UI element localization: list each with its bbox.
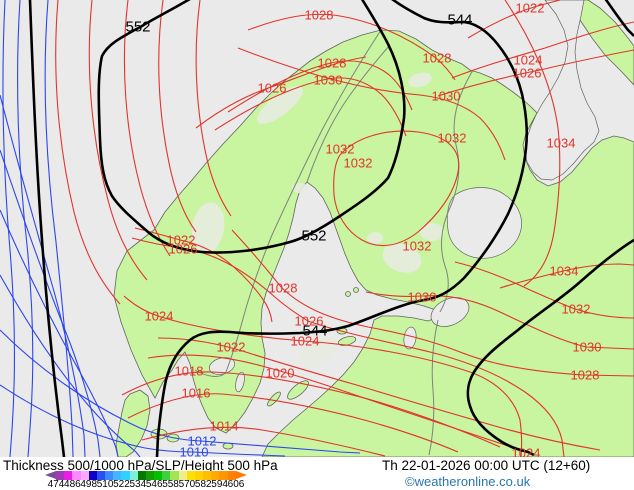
colorbar-cell bbox=[145, 471, 155, 480]
colorbar-cell bbox=[203, 471, 212, 480]
colorbar-tick: 582 bbox=[194, 479, 212, 490]
colorbar-cell bbox=[170, 471, 179, 480]
colorbar-cell bbox=[194, 471, 204, 480]
map-datetime: Th 22-01-2026 00:00 UTC (12+60) bbox=[382, 458, 591, 473]
colorbar-tick: 534 bbox=[129, 479, 147, 490]
colorbar bbox=[45, 471, 247, 480]
map-graphic bbox=[0, 0, 634, 457]
colorbar-cell bbox=[121, 471, 130, 480]
colorbar-cell bbox=[56, 471, 65, 480]
colorbar-cell bbox=[105, 471, 114, 480]
colorbar-cell bbox=[96, 471, 106, 480]
colorbar-tick: 546 bbox=[145, 479, 163, 490]
colorbar-cell bbox=[186, 471, 195, 480]
colorbar-cell bbox=[178, 471, 187, 480]
colorbar-arrow-left bbox=[45, 471, 56, 479]
map-title: Thickness 500/1000 hPa/SLP/Height 500 hP… bbox=[3, 458, 278, 473]
colorbar-cell bbox=[162, 471, 171, 480]
colorbar-cell bbox=[219, 471, 228, 480]
land-patches bbox=[191, 72, 444, 368]
copyright-link[interactable]: ©weatheronline.co.uk bbox=[405, 474, 531, 489]
colorbar-tick: 570 bbox=[178, 479, 196, 490]
colorbar-tick: 522 bbox=[113, 479, 130, 490]
country-borders bbox=[194, 29, 474, 456]
colorbar-tick: 498 bbox=[80, 479, 98, 490]
colorbar-tick: 594 bbox=[211, 479, 228, 490]
height-contours bbox=[28, 0, 634, 457]
colorbar-cell bbox=[113, 471, 122, 480]
colorbar-cell bbox=[129, 471, 138, 480]
colorbar-tick: 474 bbox=[47, 479, 65, 490]
isobars-blue bbox=[0, 0, 361, 457]
water-overlays bbox=[208, 0, 600, 393]
colorbar-cell bbox=[64, 471, 73, 480]
colorbar-tick: 606 bbox=[227, 479, 245, 490]
colorbar-tick: 558 bbox=[162, 479, 179, 490]
isobars-red bbox=[55, 0, 634, 457]
map-area: 552 544 552 544 1028 1022 1028 1024 1026 1028 1030… bbox=[0, 0, 634, 460]
colorbar-cell bbox=[72, 471, 81, 480]
colorbar-cell bbox=[88, 471, 97, 480]
colorbar-cell bbox=[80, 471, 89, 480]
colorbar-tick: 510 bbox=[96, 479, 114, 490]
colorbar-cell bbox=[137, 471, 146, 480]
colorbar-tick: 486 bbox=[64, 479, 81, 490]
colorbar-arrow-right bbox=[235, 471, 247, 479]
colorbar-ticks: 474 486 498 510 522 534 546 558 570 582 594 606 bbox=[45, 480, 305, 490]
colorbar-cell bbox=[227, 471, 236, 480]
colorbar-cell bbox=[211, 471, 220, 480]
footer-bar: Thickness 500/1000 hPa/SLP/Height 500 hP… bbox=[0, 457, 634, 490]
colorbar-cell bbox=[154, 471, 163, 480]
